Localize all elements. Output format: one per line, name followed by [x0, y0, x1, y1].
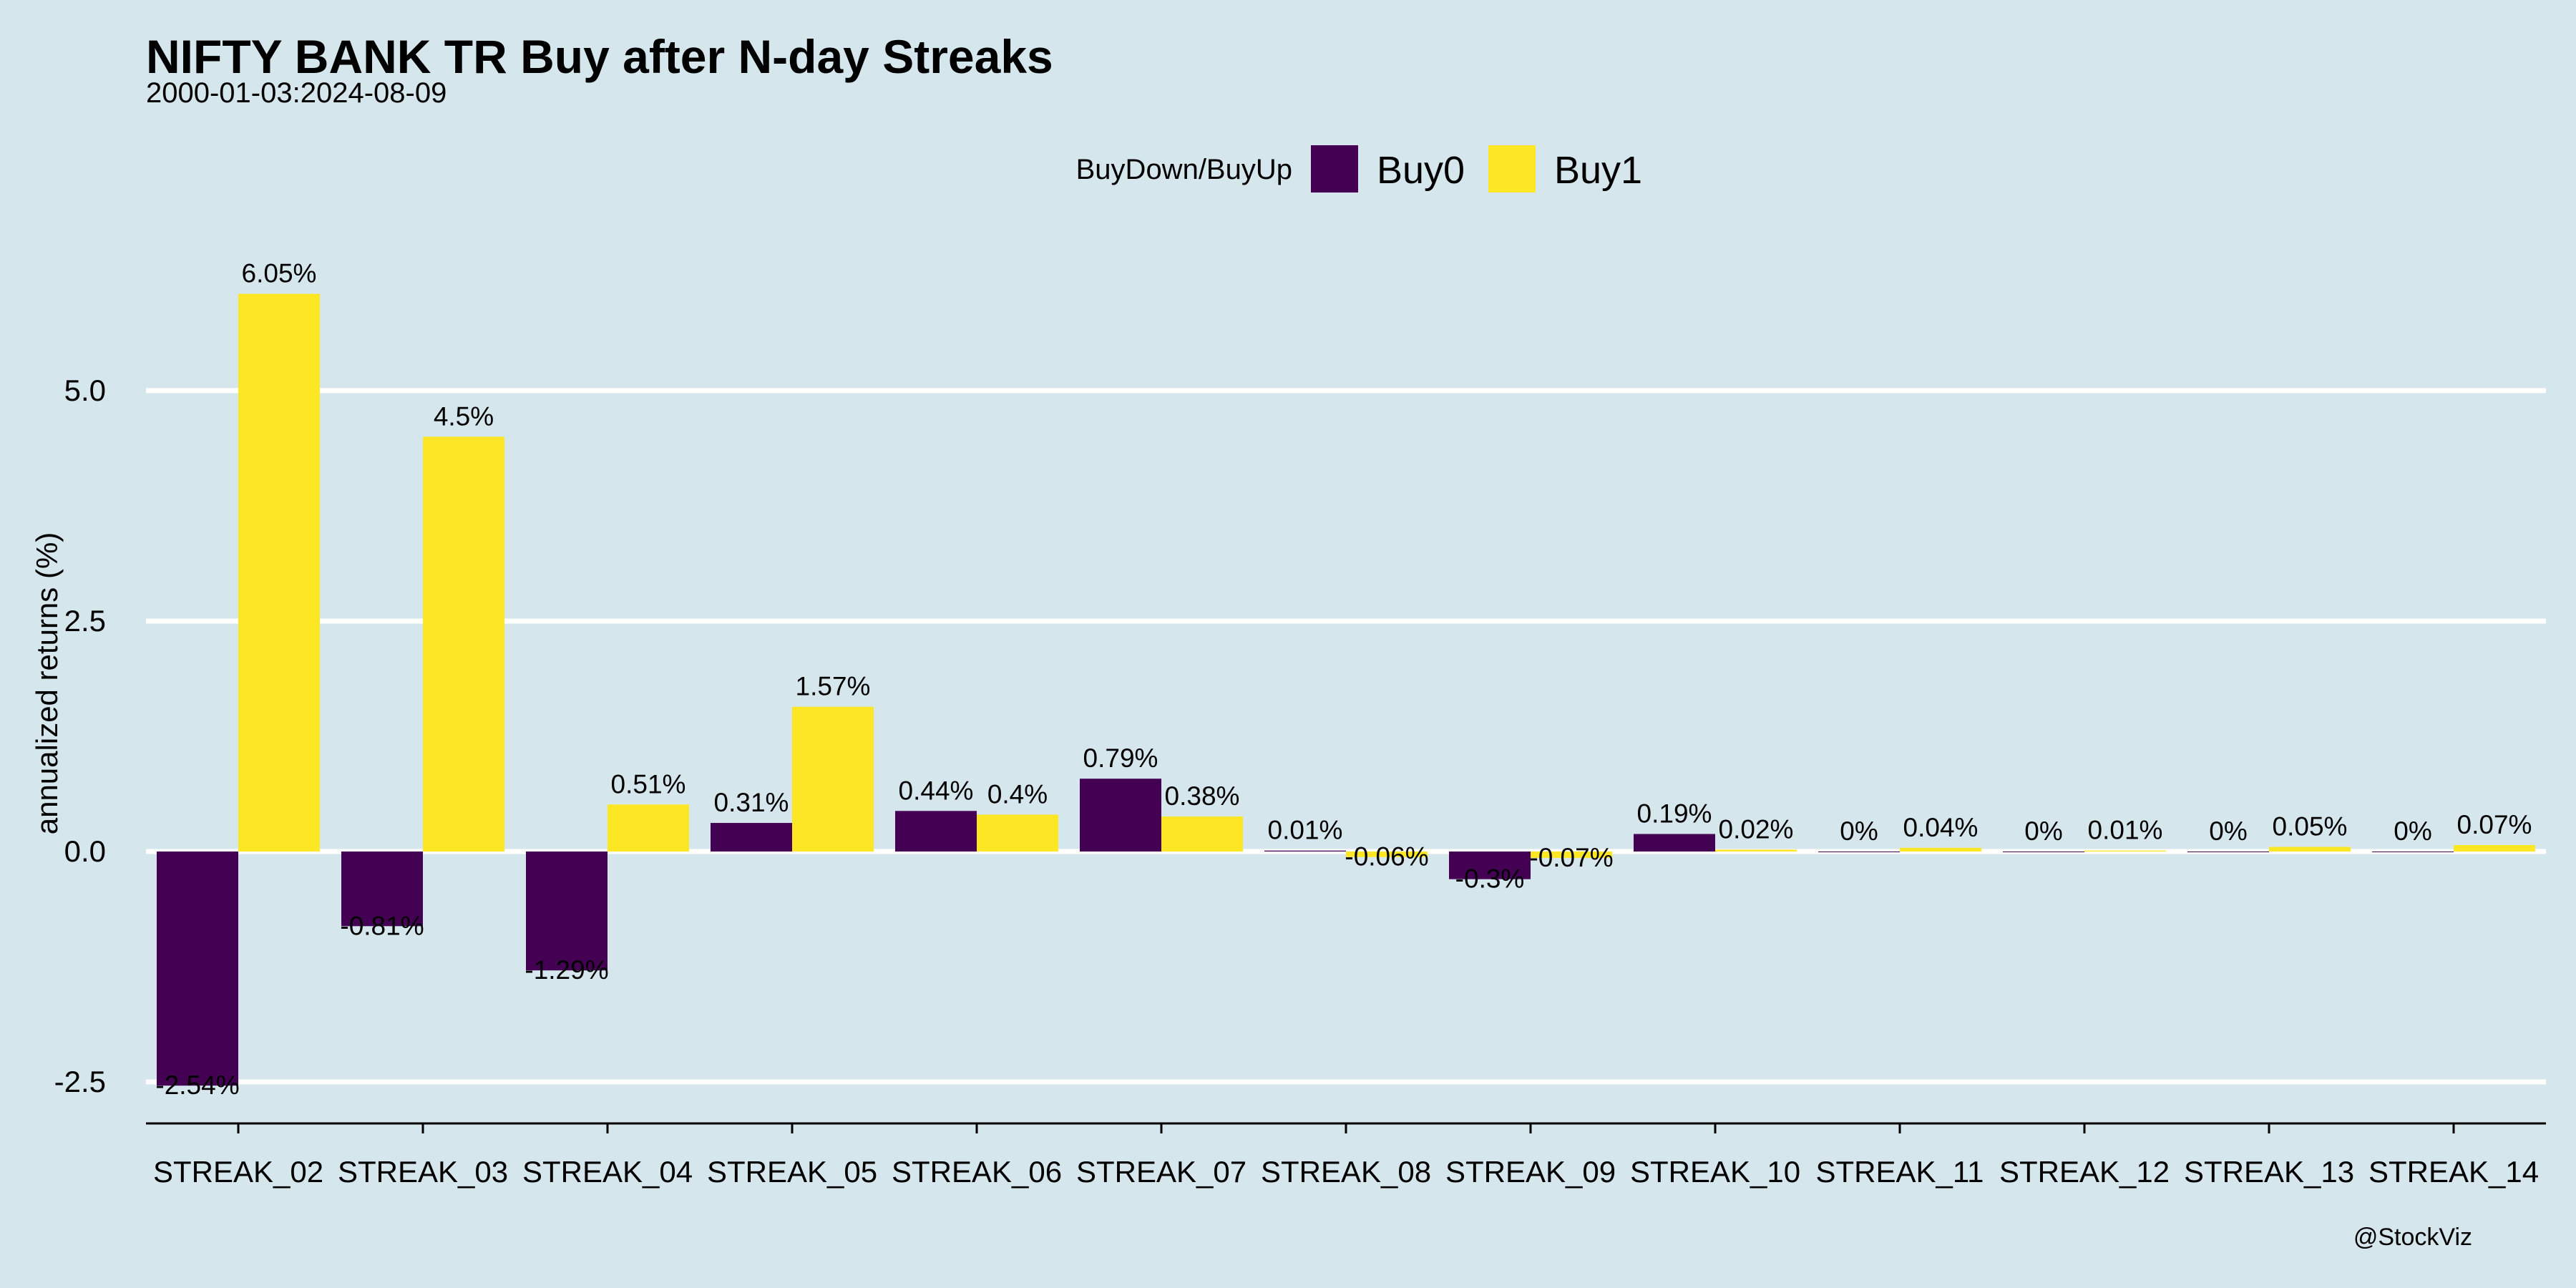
x-tick-label: STREAK_12 [1999, 1155, 2170, 1189]
bar-buy1-streak_07 [1161, 816, 1243, 852]
x-tick-label: STREAK_06 [892, 1155, 1062, 1189]
legend-title: BuyDown/BuyUp [1076, 154, 1292, 185]
bar-buy0-streak_07 [1080, 779, 1161, 852]
data-label: 0.04% [1903, 813, 1979, 842]
bar-buy1-streak_06 [977, 814, 1058, 852]
data-label: 0% [2209, 816, 2247, 846]
bars [157, 293, 2535, 1086]
x-tick-label: STREAK_14 [2368, 1155, 2539, 1189]
chart-title: NIFTY BANK TR Buy after N-day Streaks [146, 30, 1053, 83]
bar-buy1-streak_11 [1900, 847, 1981, 852]
chart-subtitle: 2000-01-03:2024-08-09 [146, 77, 447, 109]
data-label: 4.5% [434, 401, 494, 431]
y-tick-label: -2.5 [54, 1065, 106, 1098]
data-label: 0% [2394, 816, 2431, 846]
bar-buy0-streak_09 [1449, 851, 1531, 879]
bar-buy1-streak_12 [2084, 850, 2166, 852]
x-tick-label: STREAK_04 [522, 1155, 693, 1189]
bar-buy1-streak_02 [238, 293, 320, 852]
bar-buy0-streak_08 [1264, 850, 1346, 852]
bar-buy1-streak_10 [1715, 849, 1797, 852]
bar-buy1-streak_09 [1531, 851, 1612, 859]
bar-buy1-streak_13 [2269, 847, 2351, 852]
bar-buy0-streak_04 [526, 851, 608, 971]
data-label: -1.29% [525, 955, 608, 985]
bar-buy0-streak_05 [711, 823, 792, 852]
bar-buy1-streak_05 [792, 706, 874, 852]
y-axis-title: annualized returns (%) [30, 532, 64, 835]
data-label: 0.07% [2457, 810, 2532, 839]
data-label: 0.02% [1719, 814, 1794, 844]
caption: @StockViz [2353, 1224, 2472, 1251]
x-tick-label: STREAK_02 [153, 1155, 323, 1189]
legend-key-buy1 [1488, 145, 1536, 192]
x-tick-label: STREAK_07 [1076, 1155, 1246, 1189]
x-tick-label: STREAK_08 [1261, 1155, 1431, 1189]
legend-key-buy0 [1311, 145, 1358, 192]
data-label: -0.07% [1529, 843, 1613, 872]
bar-buy0-streak_02 [157, 851, 238, 1086]
data-label: 1.57% [796, 672, 871, 701]
data-label: 0.79% [1083, 743, 1158, 773]
bar-buy0-streak_06 [895, 811, 977, 852]
data-label: 0.4% [987, 779, 1048, 809]
bar-buy1-streak_08 [1346, 851, 1428, 857]
bar-buy0-streak_10 [1634, 834, 1715, 852]
data-label: 0.38% [1165, 781, 1240, 811]
bar-buy1-streak_14 [2454, 844, 2535, 852]
data-label: 0% [1840, 816, 1878, 846]
legend-label-buy1: Buy1 [1554, 149, 1642, 192]
x-tick-label: STREAK_05 [707, 1155, 877, 1189]
data-label: -0.06% [1345, 842, 1428, 872]
data-label: 0.44% [899, 776, 974, 805]
data-label: 0.05% [2273, 812, 2348, 841]
bar-buy0-streak_03 [341, 851, 423, 927]
data-label: 0.19% [1637, 799, 1712, 829]
y-tick-label: 0.0 [64, 834, 106, 868]
y-tick-label: 5.0 [64, 374, 106, 407]
x-axis: STREAK_02 STREAK_03 STREAK_04 STREAK_05 STRE… [146, 1122, 2546, 1189]
data-label: -2.54% [155, 1070, 239, 1100]
legend-label-buy0: Buy0 [1377, 149, 1465, 192]
data-label: 0.51% [611, 769, 686, 799]
legend: BuyDown/BuyUp Buy0 Buy1 [1076, 145, 1642, 192]
gridlines [146, 388, 2546, 1085]
x-tick-label: STREAK_09 [1445, 1155, 1616, 1189]
data-label: 6.05% [242, 259, 317, 288]
bar-buy1-streak_03 [423, 436, 504, 852]
y-tick-label: 2.5 [64, 604, 106, 638]
x-tick-label: STREAK_13 [2184, 1155, 2354, 1189]
bar-buy1-streak_04 [608, 804, 689, 852]
data-label: 0.01% [1268, 816, 1343, 845]
data-label: 0% [2024, 816, 2062, 846]
y-axis: -2.5 0.0 2.5 5.0 [54, 374, 106, 1098]
data-label: -0.3% [1455, 864, 1525, 894]
x-tick-label: STREAK_11 [1816, 1155, 1984, 1189]
data-label: -0.81% [340, 911, 424, 940]
x-tick-label: STREAK_03 [338, 1155, 508, 1189]
x-tick-label: STREAK_10 [1630, 1155, 1800, 1189]
data-label: 0.01% [2088, 816, 2163, 845]
data-label: 0.31% [714, 788, 789, 817]
data-labels: -2.54% 6.05% -0.81% 4.5% -1.29% 0.51% 0.31% 1.5… [155, 259, 2532, 1101]
